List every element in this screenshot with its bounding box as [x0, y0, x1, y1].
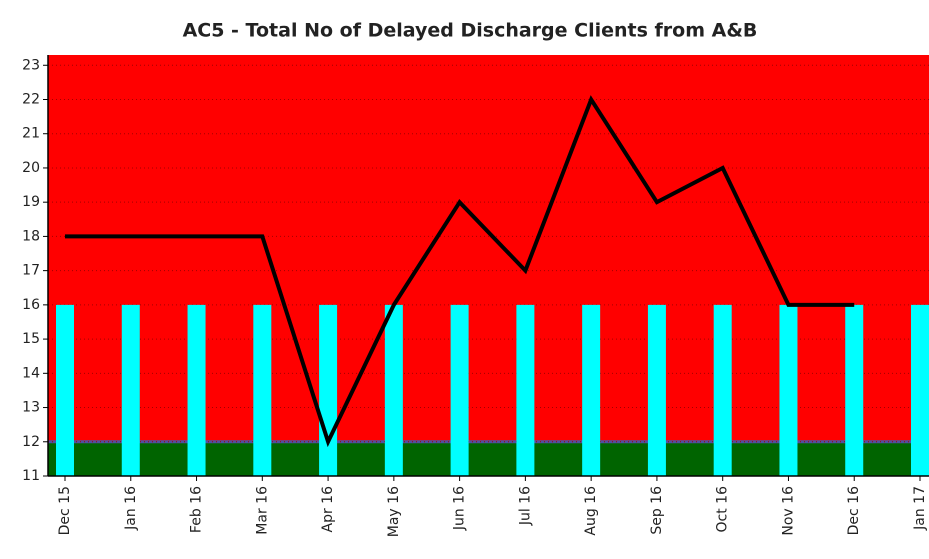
- bar: [911, 304, 929, 476]
- y-tick-label: 21: [22, 126, 40, 142]
- bar: [779, 304, 798, 476]
- y-tick-label: 23: [22, 57, 40, 73]
- y-tick-label: 12: [22, 434, 40, 450]
- x-tick-label: Jan 17: [912, 486, 928, 531]
- y-tick-label: 17: [22, 263, 40, 279]
- x-tick-label: Oct 16: [715, 486, 731, 533]
- bar: [450, 304, 469, 476]
- y-tick-label: 15: [22, 331, 40, 347]
- x-tick-label: Dec 16: [846, 486, 862, 535]
- y-tick-label: 20: [22, 160, 40, 176]
- bar: [713, 304, 732, 476]
- bar: [187, 304, 206, 476]
- bar: [253, 304, 272, 476]
- x-tick-label: Nov 16: [780, 486, 796, 536]
- x-tick-label: May 16: [386, 486, 402, 537]
- x-tick-label: Jun 16: [452, 486, 468, 531]
- y-tick-label: 13: [22, 400, 40, 416]
- bar: [845, 304, 864, 476]
- bar: [647, 304, 666, 476]
- y-tick-label: 14: [22, 365, 40, 381]
- bar: [582, 304, 601, 476]
- bar: [319, 304, 338, 476]
- chart-title: AC5 - Total No of Delayed Discharge Clie…: [183, 20, 758, 42]
- y-tick-label: 18: [22, 228, 40, 244]
- x-tick-label: Aug 16: [583, 486, 599, 536]
- bar: [121, 304, 140, 476]
- x-tick-label: Jul 16: [517, 486, 533, 526]
- y-tick-label: 11: [22, 468, 40, 484]
- bar: [516, 304, 535, 476]
- y-tick-label: 22: [22, 91, 40, 107]
- y-tick-label: 16: [22, 297, 40, 313]
- x-tick-label: Apr 16: [320, 486, 336, 533]
- bar: [384, 304, 403, 476]
- x-tick-label: Feb 16: [189, 486, 205, 533]
- x-tick-label: Jan 16: [123, 486, 139, 531]
- bar: [56, 304, 74, 476]
- y-tick-label: 19: [22, 194, 40, 210]
- x-tick-label: Dec 15: [57, 486, 73, 535]
- x-tick-label: Mar 16: [254, 486, 270, 535]
- x-tick-label: Sep 16: [649, 486, 665, 535]
- line: [65, 95, 855, 448]
